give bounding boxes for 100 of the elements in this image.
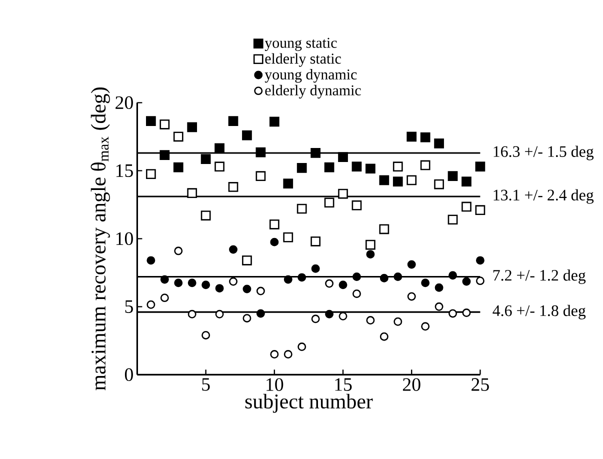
point xyxy=(379,175,390,186)
y-tick-label: 15 xyxy=(116,164,133,178)
point xyxy=(174,246,183,256)
point xyxy=(462,308,471,318)
point xyxy=(256,171,266,182)
point xyxy=(228,182,238,192)
point xyxy=(229,277,238,286)
point xyxy=(394,317,402,326)
point xyxy=(462,176,472,186)
point xyxy=(420,132,430,142)
legend-label: elderly dynamic xyxy=(265,84,361,98)
point xyxy=(311,264,320,273)
point xyxy=(228,116,238,126)
point xyxy=(338,312,348,320)
point xyxy=(256,309,265,318)
point xyxy=(352,200,362,210)
point xyxy=(434,138,444,148)
point xyxy=(366,240,376,250)
point xyxy=(298,273,306,282)
point xyxy=(392,176,403,186)
point xyxy=(146,300,156,309)
y-tick-label: 10 xyxy=(116,232,133,246)
point xyxy=(173,132,184,142)
point xyxy=(242,130,252,140)
ref-line-label: 13.1 +/- 2.4 deg xyxy=(494,189,594,204)
legend-label: elderly static xyxy=(265,53,341,67)
point xyxy=(475,205,486,216)
x-tick-label: 25 xyxy=(472,378,489,391)
y-tick-label: 20 xyxy=(116,96,133,110)
point xyxy=(242,314,252,322)
point xyxy=(283,178,294,189)
point xyxy=(407,292,416,301)
point xyxy=(325,279,334,288)
point xyxy=(434,302,444,311)
point xyxy=(476,256,484,265)
point xyxy=(242,255,252,266)
x-axis-title: subject number xyxy=(245,394,373,413)
point xyxy=(215,310,224,318)
point xyxy=(421,322,430,331)
point xyxy=(269,116,280,127)
point xyxy=(392,162,403,172)
point xyxy=(146,116,156,126)
point xyxy=(462,277,471,286)
point xyxy=(448,214,458,225)
point xyxy=(352,272,361,281)
point xyxy=(475,162,486,172)
point xyxy=(270,350,279,358)
point xyxy=(310,148,320,158)
point xyxy=(160,275,169,284)
x-tick-label: 5 xyxy=(202,378,210,391)
point xyxy=(324,198,334,208)
point xyxy=(173,162,184,172)
point xyxy=(284,350,292,358)
point xyxy=(366,316,375,324)
point xyxy=(379,224,390,234)
point xyxy=(200,154,211,164)
point xyxy=(200,210,211,220)
point xyxy=(202,280,210,290)
point xyxy=(242,284,252,294)
y-tick-label: 0 xyxy=(124,368,133,382)
point xyxy=(448,309,457,318)
y-tick-label: 5 xyxy=(125,300,133,313)
point xyxy=(325,310,334,318)
point xyxy=(160,119,170,130)
point xyxy=(352,162,362,172)
point xyxy=(188,278,196,288)
ref-line-label: 4.6 +/- 1.8 deg xyxy=(492,304,586,320)
point xyxy=(311,314,320,324)
point xyxy=(270,238,279,246)
point xyxy=(146,256,156,265)
point xyxy=(434,179,444,190)
point xyxy=(420,160,430,170)
ref-line-label: 16.3 +/- 1.5 deg xyxy=(494,146,594,160)
point xyxy=(215,284,224,293)
point xyxy=(338,280,348,290)
x-tick-label: 10 xyxy=(266,378,284,391)
x-tick-label: 15 xyxy=(335,378,352,391)
point xyxy=(187,188,198,198)
point xyxy=(406,175,417,186)
point xyxy=(269,219,280,230)
point xyxy=(462,202,472,212)
point xyxy=(256,147,266,158)
x-tick-label: 20 xyxy=(402,378,420,391)
point xyxy=(284,275,292,284)
point xyxy=(448,171,458,182)
point xyxy=(146,169,156,179)
point xyxy=(380,274,388,282)
point xyxy=(214,143,224,154)
point xyxy=(380,332,388,341)
point xyxy=(406,132,417,142)
point xyxy=(394,272,402,281)
point xyxy=(296,204,307,214)
point xyxy=(214,162,224,172)
point xyxy=(160,294,169,302)
point xyxy=(187,122,198,132)
point xyxy=(310,236,320,246)
y-axis-title: maximum recovery angle θ$_{max}$ (deg) xyxy=(90,88,110,390)
point xyxy=(296,163,307,173)
ref-line-label: 7.2 +/- 1.2 deg xyxy=(493,269,586,284)
point xyxy=(229,245,238,254)
